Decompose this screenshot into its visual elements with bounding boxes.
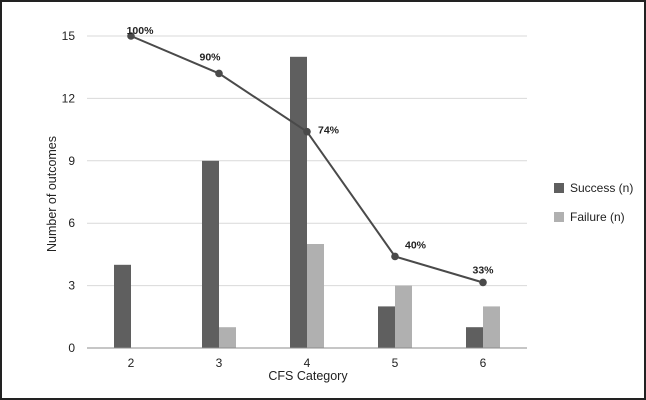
legend-label-failure: Failure (n) (570, 210, 625, 224)
x-tick-label: 4 (304, 356, 311, 370)
bars (114, 56, 500, 349)
legend-swatch-success (554, 183, 564, 193)
percentage-label: 74% (318, 125, 340, 137)
success-bar (466, 327, 483, 348)
success-bar (202, 160, 219, 348)
rate-line-point (391, 252, 399, 261)
labels: 0 3 6 9 12 15 2 3 4 5 6 100% 90% 74% 40% 33% (62, 25, 495, 370)
y-tick-label: 12 (62, 91, 76, 105)
legend-label-success: Success (n) (570, 181, 633, 195)
x-tick-label: 3 (216, 356, 223, 370)
success-bar (378, 306, 395, 348)
x-axis-title: CFS Category (268, 369, 348, 383)
y-tick-label: 6 (68, 216, 75, 230)
percentage-label: 100% (127, 25, 155, 37)
rate-line-point (127, 32, 135, 40)
legend-swatch-failure (554, 212, 564, 222)
failure-bar (219, 327, 236, 348)
legend: Success (n) Failure (n) (554, 181, 633, 224)
failure-bar (483, 306, 500, 348)
success-bar (114, 264, 131, 348)
rate-line-point (215, 69, 223, 78)
y-tick-label: 3 (68, 279, 75, 293)
x-tick-label: 6 (480, 356, 487, 370)
success-bar (290, 56, 307, 349)
rate-line-point (479, 278, 487, 287)
percentage-label: 40% (405, 239, 427, 251)
failure-bar (307, 244, 324, 348)
y-tick-label: 15 (62, 29, 76, 43)
percentage-label: 33% (472, 264, 494, 276)
percentage-label: 90% (199, 51, 221, 63)
y-axis-title: Number of outcomes (45, 136, 59, 252)
x-tick-label: 5 (392, 356, 399, 370)
y-tick-label: 9 (68, 154, 75, 168)
rate-line (127, 32, 487, 287)
failure-bar (395, 285, 412, 348)
y-tick-label: 0 (68, 341, 75, 355)
rate-line-point (303, 127, 311, 136)
x-tick-label: 2 (128, 356, 135, 370)
